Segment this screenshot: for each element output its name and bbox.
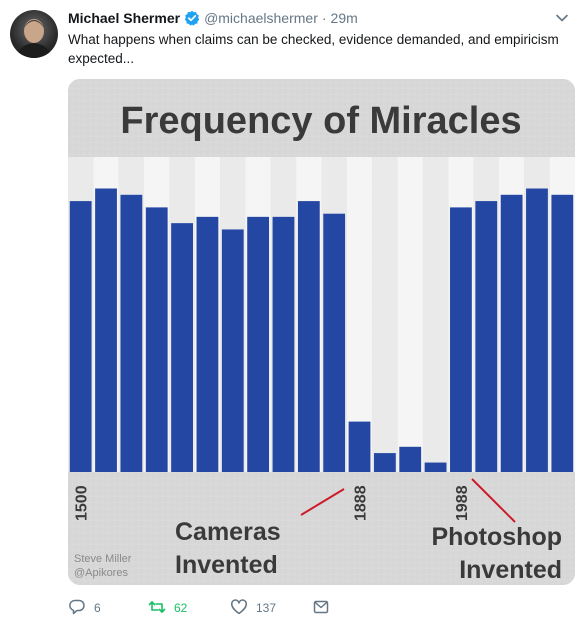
chart-bar: [171, 223, 193, 472]
chart-bar: [450, 207, 472, 472]
like-button[interactable]: 137: [230, 598, 312, 619]
direct-message-button[interactable]: [312, 598, 352, 619]
chart-bar: [526, 188, 548, 472]
chart-band: [422, 157, 449, 472]
like-count: 137: [256, 601, 277, 615]
tweet-text: What happens when claims can be checked,…: [68, 32, 559, 66]
chart-bar: [323, 213, 346, 472]
like-icon: [230, 598, 248, 619]
chevron-down-icon[interactable]: [555, 11, 569, 25]
retweet-button[interactable]: 62: [148, 598, 230, 619]
tweet-image[interactable]: Frequency of Miracles 1500 1888 1988 Camer…: [68, 79, 575, 585]
x-tick-label: 1988: [454, 485, 471, 521]
direct-message-icon: [312, 598, 330, 619]
reply-icon: [68, 598, 86, 619]
chart-bar: [297, 201, 320, 472]
credit-line1: Steve Miller: [74, 553, 132, 565]
cameras-annotation-line: [300, 488, 345, 516]
reply-button[interactable]: 6: [68, 598, 148, 619]
chart-bar: [399, 446, 422, 472]
retweet-count: 62: [174, 601, 188, 615]
chart-bar: [475, 201, 498, 472]
chart-bar: [95, 188, 117, 472]
chart-band: [346, 157, 373, 472]
chart-title: Frequency of Miracles: [120, 100, 521, 142]
chart-bar: [145, 207, 168, 472]
chart-bar: [69, 201, 92, 472]
tweet-header: Michael Shermer @michaelshermer · 29m: [68, 8, 569, 28]
display-name[interactable]: Michael Shermer: [68, 10, 181, 26]
photoshop-label-line2: Invented: [459, 556, 562, 584]
chart-bar: [120, 194, 143, 473]
credit-line2: @Apikores: [74, 567, 128, 579]
chart-bar: [348, 421, 371, 472]
user-handle[interactable]: @michaelshermer: [204, 10, 318, 26]
chart-bar: [221, 229, 244, 472]
miracles-chart: Frequency of Miracles 1500 1888 1988 Camer…: [68, 79, 575, 585]
chart-bar: [247, 216, 270, 472]
chart-bar: [551, 194, 574, 473]
chart-bar: [196, 216, 219, 472]
retweet-icon: [148, 598, 166, 619]
action-bar: 6 62 137: [68, 597, 488, 619]
chart-band: [397, 157, 423, 472]
photoshop-label-line1: Photoshop: [431, 523, 562, 551]
chart-bar: [500, 194, 523, 473]
photoshop-annotation-line: [471, 478, 516, 523]
x-tick-label: 1888: [353, 485, 370, 521]
chart-bar: [424, 462, 447, 472]
avatar[interactable]: [10, 10, 58, 58]
chart-bar: [373, 453, 396, 472]
verified-badge-icon: [184, 10, 200, 26]
separator-dot: ·: [321, 10, 327, 26]
timestamp[interactable]: 29m: [330, 10, 358, 26]
cameras-label-line1: Cameras: [175, 518, 281, 546]
x-tick-label: 1500: [74, 485, 91, 521]
cameras-label-line2: Invented: [175, 551, 278, 579]
chart-band: [372, 157, 398, 472]
reply-count: 6: [94, 601, 101, 615]
chart-bar: [272, 216, 295, 472]
